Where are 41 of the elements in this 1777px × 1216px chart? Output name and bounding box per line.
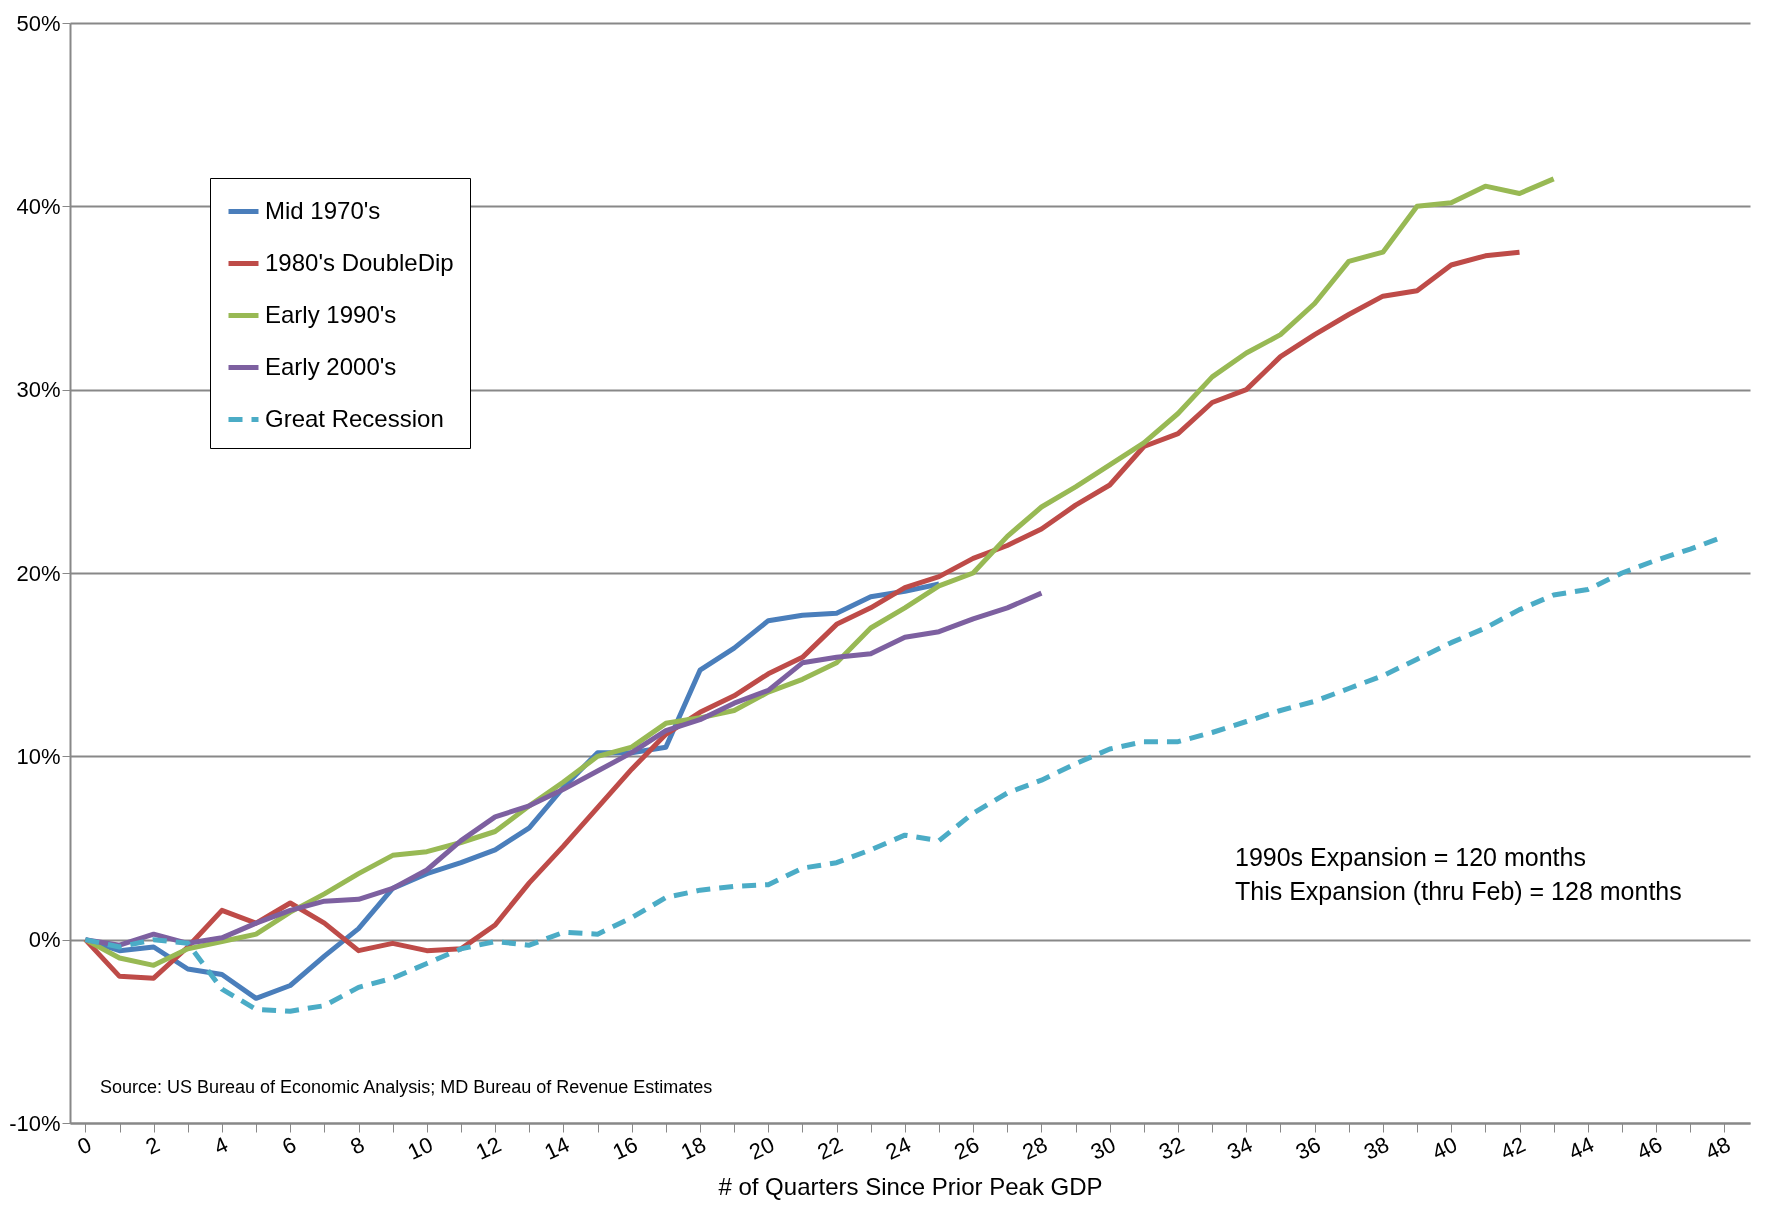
x-tick-label: 2 — [141, 1131, 164, 1160]
x-tick-label: 22 — [813, 1131, 847, 1165]
y-tick-label: 40% — [16, 193, 61, 219]
annotation: Source: US Bureau of Economic Analysis; MD Bureau of Revenue Estimates — [100, 1077, 713, 1097]
x-tick-label: 42 — [1496, 1131, 1530, 1165]
y-tick-label: -10% — [9, 1110, 61, 1136]
x-tick-label: 32 — [1155, 1131, 1188, 1165]
x-tick-label: 12 — [472, 1131, 505, 1165]
annotation: This Expansion (thru Feb) = 128 months — [1235, 877, 1682, 905]
x-tick-label: 14 — [540, 1131, 574, 1165]
x-tick-label: 34 — [1223, 1131, 1257, 1165]
x-tick-label: 6 — [278, 1131, 301, 1160]
x-tick-label: 44 — [1564, 1131, 1598, 1165]
x-tick-label: 38 — [1359, 1131, 1393, 1165]
y-tick-label: 20% — [16, 560, 61, 586]
y-tick-label: 50% — [16, 10, 61, 36]
legend-label: Early 1990's — [265, 300, 397, 328]
x-tick-label: 30 — [1086, 1131, 1120, 1165]
legend-label: 1980's DoubleDip — [265, 248, 454, 276]
x-axis-title: # of Quarters Since Prior Peak GDP — [718, 1172, 1103, 1200]
y-tick-label: 30% — [16, 377, 61, 403]
x-tick-label: 16 — [608, 1131, 642, 1165]
x-tick-label: 8 — [346, 1131, 369, 1160]
x-tick-label: 18 — [677, 1131, 710, 1165]
x-tick-label: 28 — [1018, 1131, 1052, 1165]
x-tick-label: 20 — [745, 1131, 779, 1165]
x-tick-label: 48 — [1701, 1131, 1735, 1165]
x-tick-label: 26 — [950, 1131, 983, 1165]
legend-label: Mid 1970's — [265, 196, 381, 224]
y-tick-label: 0% — [28, 927, 61, 953]
x-tick-label: 0 — [73, 1131, 96, 1160]
x-tick-label: 36 — [1291, 1131, 1325, 1165]
x-tick-label: 40 — [1428, 1131, 1462, 1165]
x-tick-label: 24 — [881, 1131, 915, 1165]
x-tick-label: 46 — [1633, 1131, 1666, 1165]
x-tick-label: 10 — [403, 1131, 437, 1165]
legend-label: Great Recession — [265, 404, 444, 432]
annotation: 1990s Expansion = 120 months — [1235, 843, 1586, 871]
y-tick-label: 10% — [16, 743, 61, 769]
legend-label: Early 2000's — [265, 352, 397, 380]
x-tick-label: 4 — [210, 1131, 232, 1160]
